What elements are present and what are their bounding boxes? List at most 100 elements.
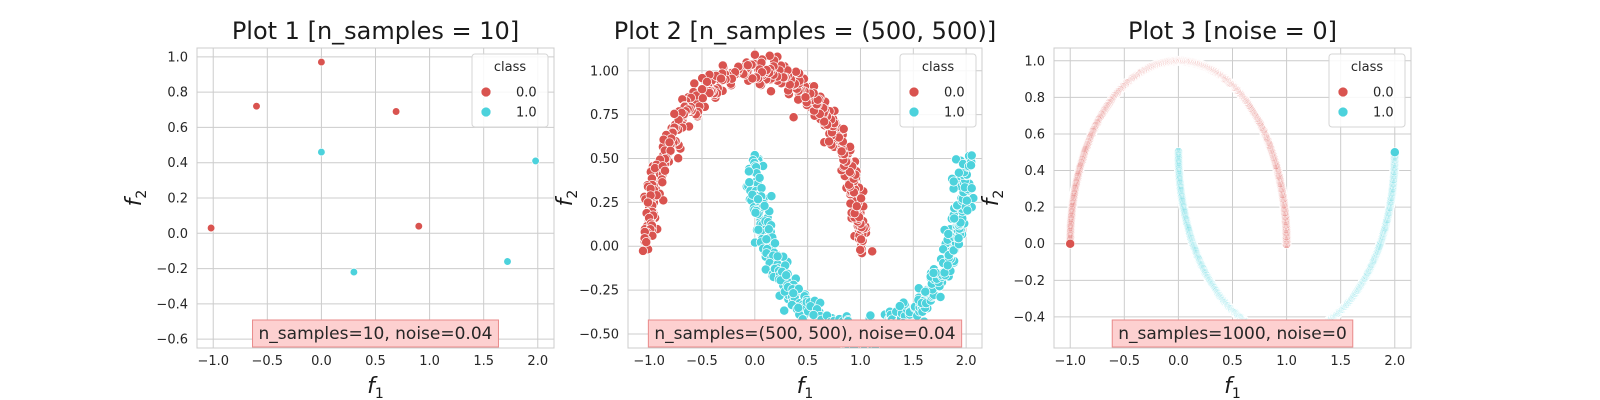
x-axis-label: f1 (797, 374, 814, 400)
class-0-point (742, 60, 753, 71)
annotation-text: n_samples=10, noise=0.04 (259, 324, 493, 344)
y-tick-label: −0.2 (1013, 274, 1045, 289)
class-0-point (664, 137, 675, 148)
class-1-point (763, 224, 774, 235)
class-0-point (665, 145, 676, 156)
class-1-point (788, 288, 799, 299)
class-0-point (657, 177, 668, 188)
y-tick-label: 0.25 (590, 196, 619, 211)
x-tick-label: 0.0 (1168, 354, 1189, 369)
class-1-point (966, 183, 977, 194)
y-tick-label: 0.00 (590, 240, 619, 255)
class-1-point (531, 156, 540, 166)
class-0-point (669, 108, 680, 119)
class-1-point (894, 301, 905, 312)
legend-label: 0.0 (944, 86, 965, 101)
class-0-point (1065, 238, 1076, 249)
x-tick-label: 0.5 (797, 354, 818, 369)
class-1-point (753, 194, 763, 205)
x-tick-label: 1.5 (1330, 354, 1351, 369)
x-tick-label: −1.0 (633, 354, 665, 369)
plot-frame (627, 47, 983, 349)
plot-title: Plot 1 [n_samples = 10] (232, 17, 519, 45)
scatter-points (638, 49, 979, 348)
x-tick-label: 0.5 (365, 354, 386, 369)
legend: class 0.0 1.0 (471, 53, 549, 128)
legend-label: 0.0 (1373, 86, 1394, 101)
class-0-point (851, 201, 862, 212)
class-1-point (948, 176, 959, 187)
x-tick-label: −1.0 (197, 354, 229, 369)
annotation: n_samples=1000, noise=0 (1111, 319, 1354, 348)
y-tick-label: 0.2 (167, 192, 188, 207)
x-axis-label: f1 (1224, 374, 1241, 400)
x-tick-label: −0.5 (686, 354, 718, 369)
class-1-point (966, 160, 976, 171)
class-0-point (800, 92, 811, 103)
class-1-point (942, 260, 953, 271)
annotation-text: n_samples=1000, noise=0 (1118, 324, 1347, 344)
legend-box (1328, 53, 1406, 128)
y-axis-label: f2 (979, 190, 1007, 207)
legend-title: class (1351, 60, 1383, 75)
legend-marker (1337, 106, 1349, 118)
y-tick-label: 0.0 (167, 227, 188, 242)
class-0-point (856, 193, 867, 204)
y-tick-label: 1.0 (167, 50, 188, 65)
y-tick-label: −0.4 (156, 297, 188, 312)
class-1-point (949, 213, 960, 224)
legend-label: 1.0 (944, 106, 965, 121)
plot-2: −1.0 −0.5 0.0 0.5 1.0 1.5 2.0 −0.50 −0.25 0.00 0.2… (553, 17, 996, 400)
class-1-point (743, 166, 754, 177)
x-tick-label: 0.0 (744, 354, 765, 369)
class-0-point (252, 102, 261, 111)
class-0-point (855, 244, 866, 255)
class-1-point (779, 305, 790, 316)
class-1-point (948, 245, 959, 256)
x-axis-label: f1 (367, 374, 384, 400)
y-axis-label: f2 (553, 190, 581, 207)
legend-title: class (922, 60, 954, 75)
x-tick-label: 1.5 (903, 354, 924, 369)
class-0-point (838, 124, 849, 134)
class-1-point (935, 292, 946, 302)
class-1-point (953, 233, 964, 244)
class-0-point (749, 49, 760, 60)
x-tick-label: 0.5 (1222, 354, 1243, 369)
class-0-point (716, 73, 727, 84)
class-1-point (317, 147, 326, 157)
annotation: n_samples=(500, 500), noise=0.04 (647, 319, 963, 348)
annotation: n_samples=10, noise=0.04 (252, 319, 499, 348)
class-0-point (766, 86, 776, 97)
y-tick-label: 0.6 (167, 121, 188, 136)
class-1-point (943, 229, 954, 239)
plot-frame (1053, 47, 1412, 349)
legend-box (471, 53, 549, 128)
class-0-point (844, 166, 855, 177)
legend: class 0.0 1.0 (899, 53, 977, 128)
class-1-point (753, 224, 764, 235)
class-1-point (962, 205, 973, 216)
plot-3: −1.0 −0.5 0.0 0.5 1.0 1.5 2.0 −0.4 −0.2 0.0 0.2 0.4… (979, 17, 1412, 400)
class-0-point (824, 136, 834, 147)
x-tick-label: 2.0 (527, 354, 548, 369)
class-0-point (658, 195, 669, 206)
y-tick-label: 0.4 (1024, 164, 1045, 179)
class-1-point (793, 302, 804, 313)
class-1-point (503, 257, 512, 266)
class-0-point (689, 78, 700, 89)
x-tick-label: 1.0 (1276, 354, 1297, 369)
legend-label: 1.0 (516, 106, 537, 121)
plot-title: Plot 3 [noise = 0] (1128, 17, 1337, 45)
x-tick-label: 0.0 (311, 354, 332, 369)
class-1-point (781, 270, 792, 281)
class-0-point (673, 153, 684, 164)
class-1-point (966, 150, 977, 161)
y-tick-label: 0.8 (1024, 91, 1045, 106)
class-0-point (697, 84, 708, 95)
class-1-point (920, 286, 931, 297)
x-tick-label: 1.5 (473, 354, 494, 369)
x-tick-label: 2.0 (1384, 354, 1405, 369)
y-tick-label: −0.2 (156, 262, 188, 277)
